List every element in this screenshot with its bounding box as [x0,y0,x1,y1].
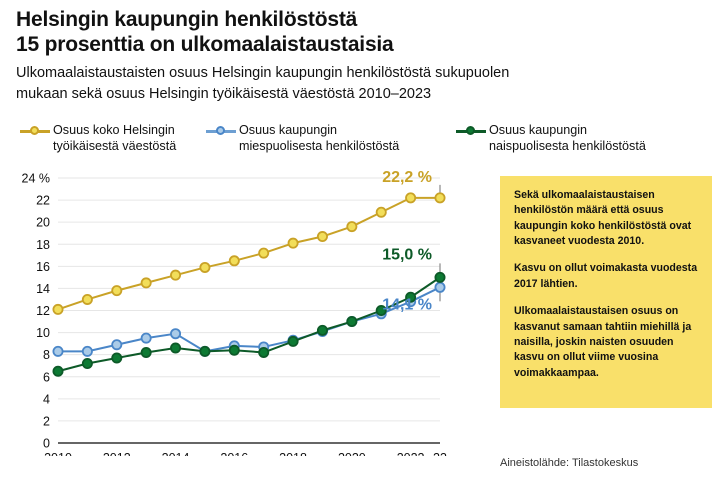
page-subtitle: Ulkomaalaistaustaisten osuus Helsingin k… [16,63,706,104]
note-paragraph-2: Kasvu on ollut voimakasta vuodesta 2017 … [514,262,698,290]
subtitle-line-2: mukaan sekä osuus Helsingin työikäisestä… [16,85,432,102]
end-value-label: 15,0 % [382,246,432,263]
x-tick-label: 2012 [103,451,131,456]
legend-label-series-2-line-2: naispuolisesta henkilöstöstä [489,139,646,154]
x-tick-label: 2016 [220,451,248,456]
legend-label-series-0-line-2: työikäisestä väestöstä [53,139,177,154]
y-tick-label: 10 [36,326,50,340]
legend-label-series-2: Osuus kaupungin naispuolisesta henkilöst… [486,122,646,154]
data-point-marker [375,206,387,218]
note-paragraph-1: Sekä ulkomaalaistaustaisen henkilöstön m… [514,189,692,248]
data-point-marker [258,247,270,259]
callout-note-box: Sekä ulkomaalaistaustaisen henkilöstön m… [500,176,712,408]
legend-marker-icon-series-1 [206,123,236,139]
data-point-marker [170,342,182,354]
data-point-marker [316,324,328,336]
end-value-label: 22,2 % [382,169,432,186]
legend-item-female-staff: Osuus kaupungin naispuolisesta henkilöst… [456,122,716,154]
y-tick-label: 0 [43,437,50,451]
data-point-marker [434,281,446,293]
x-tick-label: 2014 [162,451,190,456]
legend-label-series-0-line-1: Osuus koko Helsingin [53,123,175,137]
page-title: Helsingin kaupungin henkilöstöstä 15 pro… [16,8,536,58]
end-value-label: 14,1 % [382,296,432,313]
y-tick-label: 16 [36,260,50,274]
legend-label-series-1: Osuus kaupungin miespuolisesta henkilöst… [236,122,399,154]
title-line-2: 15 prosenttia on ulkomaalaistaustaisia [16,32,394,56]
x-tick-label: 2010 [44,451,72,456]
data-point-marker [140,332,152,344]
data-point-marker [81,357,93,369]
y-tick-label: 18 [36,238,50,252]
data-point-marker [52,303,64,315]
data-point-marker [111,352,123,364]
data-point-marker [52,345,64,357]
data-point-marker [170,328,182,340]
y-axis-tick-labels: 0 2 4 6 8 10 12 14 16 18 20 22 24 % [22,172,51,451]
data-point-marker [346,316,358,328]
data-point-marker [434,192,446,204]
data-point-marker [434,271,446,283]
y-tick-label: 24 % [22,172,51,186]
legend-label-series-2-line-1: Osuus kaupungin [489,123,588,137]
data-point-marker [199,261,211,273]
y-tick-label: 20 [36,216,50,230]
x-tick-label: 23 [433,451,447,456]
legend-marker-icon-series-2 [456,123,486,139]
data-point-marker [287,237,299,249]
data-point-marker [140,277,152,289]
legend-label-series-0: Osuus koko Helsingin työikäisestä väestö… [50,122,176,154]
data-point-marker [405,291,417,303]
data-point-marker [228,344,240,356]
data-point-marker [52,365,64,377]
source-attribution: Aineistolähde: Tilastokeskus [500,457,639,469]
x-tick-label: 2018 [279,451,307,456]
data-point-marker [287,335,299,347]
x-tick-label: 2020 [338,451,366,456]
data-point-marker [316,231,328,243]
data-point-marker [405,192,417,204]
data-point-marker [111,285,123,297]
title-line-1: Helsingin kaupungin henkilöstöstä [16,8,358,31]
y-tick-label: 22 [36,194,50,208]
y-tick-label: 2 [43,414,50,428]
y-tick-label: 8 [43,348,50,362]
data-point-marker [375,304,387,316]
legend-item-male-staff: Osuus kaupungin miespuolisesta henkilöst… [206,122,456,154]
grid-lines [58,177,440,422]
subtitle-line-1: Ulkomaalaistaustaisten osuus Helsingin k… [16,65,510,81]
data-point-marker [199,345,211,357]
note-paragraph-3: Ulkomaalaistaustaisen osuus on kasvanut … [514,305,692,379]
data-point-marker [258,346,270,358]
data-point-marker [170,269,182,281]
data-point-marker [81,345,93,357]
legend-label-series-1-line-1: Osuus kaupungin [239,123,338,137]
data-point-marker [111,339,123,351]
legend-label-series-1-line-2: miespuolisesta henkilöstöstä [239,139,400,154]
data-point-marker [140,346,152,358]
y-tick-label: 12 [36,304,50,318]
y-tick-label: 6 [43,370,50,384]
y-tick-label: 4 [43,392,50,406]
data-point-marker [228,255,240,267]
legend-item-total-population: Osuus koko Helsingin työikäisestä väestö… [20,122,220,154]
end-value-labels: 22,2 % 15,0 % 14,1 % [382,169,432,313]
legend-marker-icon-series-0 [20,123,50,139]
data-point-marker [346,221,358,233]
data-series [52,192,446,377]
y-tick-label: 14 [36,282,50,296]
data-point-marker [81,293,93,305]
chart-legend: Osuus koko Helsingin työikäisestä väestö… [16,122,706,166]
